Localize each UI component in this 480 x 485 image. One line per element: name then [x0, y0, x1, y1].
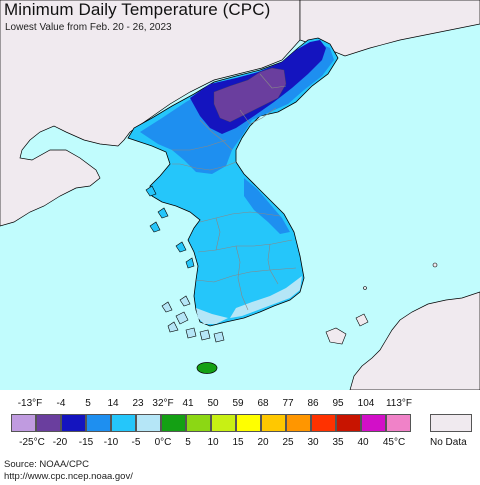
legend-swatch — [186, 414, 211, 432]
west-islands — [145, 185, 195, 269]
f-tick: 104 — [357, 398, 375, 409]
legend-swatch — [111, 414, 136, 432]
f-tick: 59 — [232, 398, 244, 409]
c-tick: -5 — [131, 437, 141, 448]
legend-swatch — [211, 414, 236, 432]
c-tick: 15 — [232, 437, 244, 448]
legend-swatch — [236, 414, 261, 432]
f-tick: 32°F — [152, 398, 174, 409]
east-islet — [432, 262, 438, 268]
legend-swatch — [386, 414, 411, 432]
map-title: Minimum Daily Temperature (CPC) — [4, 0, 271, 19]
coldest-zone — [213, 67, 287, 123]
map-area — [0, 0, 480, 390]
c-tick: 40 — [357, 437, 369, 448]
legend-swatch — [61, 414, 86, 432]
f-tick: 95 — [332, 398, 344, 409]
c-tick: -15 — [78, 437, 94, 448]
mild-zone-southeast — [230, 276, 302, 318]
legend-swatch — [336, 414, 361, 432]
legend-swatch — [36, 414, 61, 432]
legend-swatch — [136, 414, 161, 432]
f-tick: 23 — [132, 398, 144, 409]
f-tick: 113°F — [385, 398, 413, 409]
legend-swatch — [361, 414, 386, 432]
cold-zone-east — [244, 178, 290, 234]
f-tick: 41 — [182, 398, 194, 409]
admin-borders — [172, 73, 297, 311]
f-tick: 5 — [85, 398, 91, 409]
china-landmass — [0, 0, 301, 227]
legend-swatch — [11, 414, 36, 432]
c-tick: 20 — [257, 437, 269, 448]
c-tick: 25 — [282, 437, 294, 448]
c-tick: -25°C — [19, 437, 45, 448]
source-url: http://www.cpc.ncep.noaa.gov/ — [4, 471, 133, 482]
jeju-island — [196, 362, 218, 374]
no-data-label: No Data — [430, 437, 467, 448]
map-subtitle: Lowest Value from Feb. 20 - 26, 2023 — [5, 22, 172, 33]
f-tick: 68 — [257, 398, 269, 409]
f-tick: 14 — [107, 398, 119, 409]
c-tick: 35 — [332, 437, 344, 448]
legend-swatch — [261, 414, 286, 432]
legend-swatch — [311, 414, 336, 432]
source-label: Source: NOAA/CPC — [4, 459, 89, 470]
legend: -13°F -4 5 14 23 32°F 41 50 59 68 77 86 … — [0, 390, 480, 485]
c-tick: 10 — [207, 437, 219, 448]
c-tick: -10 — [103, 437, 119, 448]
c-tick: 30 — [307, 437, 319, 448]
legend-swatch — [161, 414, 186, 432]
c-tick: 5 — [185, 437, 191, 448]
japan-island — [325, 327, 347, 345]
f-tick: 77 — [282, 398, 294, 409]
f-tick: -4 — [56, 398, 66, 409]
c-tick: 0°C — [154, 437, 172, 448]
f-tick: 50 — [207, 398, 219, 409]
c-tick: -20 — [52, 437, 68, 448]
f-tick: 86 — [307, 398, 319, 409]
japan-island-2 — [355, 313, 369, 327]
mild-zone-south — [196, 308, 228, 324]
east-islet-2 — [363, 286, 367, 290]
map-svg — [0, 0, 480, 390]
legend-swatch — [86, 414, 111, 432]
no-data-swatch — [430, 414, 472, 432]
southwest-islands — [161, 295, 225, 343]
japan-landmass — [349, 291, 480, 390]
f-tick: -13°F — [17, 398, 43, 409]
c-tick: 45°C — [382, 437, 406, 448]
legend-swatch — [286, 414, 311, 432]
